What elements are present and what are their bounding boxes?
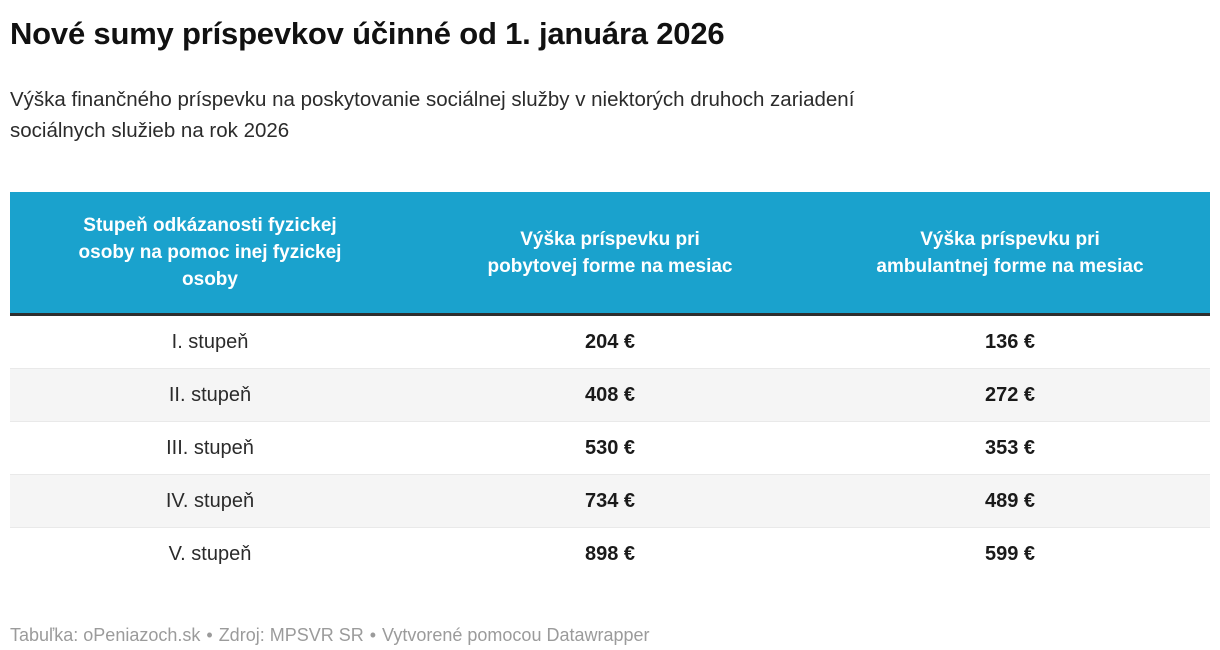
column-header-residential-amount: Výška príspevku pri pobytovej forme na m…: [487, 228, 733, 277]
cell-ambulatory-amount: 599 €: [984, 542, 1036, 565]
table-row: II. stupeň 408 € 272 €: [10, 368, 1210, 421]
cell-dependency-level: IV. stupeň: [165, 489, 255, 512]
table-row: V. stupeň 898 € 599 €: [10, 527, 1210, 580]
table-row: I. stupeň 204 € 136 €: [10, 316, 1210, 368]
cell-residential-amount: 530 €: [584, 436, 636, 459]
datawrapper-credit-link[interactable]: Vytvorené pomocou Datawrapper: [382, 625, 650, 645]
cell-dependency-level: V. stupeň: [168, 542, 252, 565]
cell-residential-amount: 898 €: [584, 542, 636, 565]
datawrapper-table-page: Nové sumy príspevkov účinné od 1. január…: [0, 14, 1220, 650]
page-subtitle: Výška finančného príspevku na poskytovan…: [10, 88, 855, 142]
cell-ambulatory-amount: 136 €: [984, 330, 1036, 353]
table-body: I. stupeň 204 € 136 € II. stupeň 408 € 2…: [10, 316, 1210, 580]
table-row: III. stupeň 530 € 353 €: [10, 421, 1210, 474]
table-credit-link[interactable]: Tabuľka: oPeniazoch.sk: [10, 625, 201, 645]
page-title: Nové sumy príspevkov účinné od 1. január…: [10, 16, 725, 51]
cell-ambulatory-amount: 489 €: [984, 489, 1036, 512]
cell-dependency-level: II. stupeň: [168, 383, 252, 406]
bullet-separator: •: [206, 625, 213, 645]
cell-dependency-level: III. stupeň: [166, 436, 254, 459]
cell-dependency-level: I. stupeň: [171, 330, 249, 353]
cell-residential-amount: 408 €: [584, 383, 636, 406]
column-header-dependency-level: Stupeň odkázanosti fyzickej osoby na pom…: [78, 215, 342, 290]
benefits-table: Stupeň odkázanosti fyzickej osoby na pom…: [10, 192, 1210, 580]
attribution-footer: Tabuľka: oPeniazoch.sk • Zdroj: MPSVR SR • V…: [10, 624, 1210, 646]
table-row: IV. stupeň 734 € 489 €: [10, 474, 1210, 527]
cell-ambulatory-amount: 353 €: [984, 436, 1036, 459]
cell-residential-amount: 734 €: [584, 489, 636, 512]
column-header-ambulatory-amount: Výška príspevku pri ambulantnej forme na…: [876, 228, 1144, 277]
table-header-row: Stupeň odkázanosti fyzickej osoby na pom…: [10, 192, 1210, 316]
bullet-separator: •: [369, 625, 377, 645]
cell-ambulatory-amount: 272 €: [984, 383, 1036, 406]
source-text: Zdroj: MPSVR SR: [218, 625, 364, 645]
cell-residential-amount: 204 €: [584, 330, 636, 353]
